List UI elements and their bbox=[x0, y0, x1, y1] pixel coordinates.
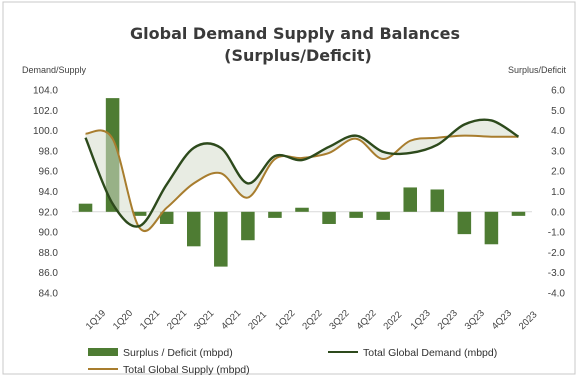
surplus-bar bbox=[430, 189, 445, 212]
y-left-tick-label: 86.0 bbox=[39, 268, 59, 279]
y-left-tick-label: 84.0 bbox=[39, 289, 59, 300]
legend-label-supply: Total Global Supply (mbpd) bbox=[123, 364, 250, 376]
surplus-bar bbox=[457, 211, 472, 235]
surplus-bar bbox=[214, 211, 228, 267]
surplus-bar bbox=[241, 211, 255, 241]
y-left-tick-label: 92.0 bbox=[39, 207, 59, 218]
y-right-tick-label: 0.0 bbox=[551, 207, 565, 218]
demand-line bbox=[84, 118, 520, 228]
surplus-bar bbox=[187, 211, 201, 247]
chart-frame bbox=[2, 1, 576, 375]
legend-label-surplus: Surplus / Deficit (mbpd) bbox=[123, 347, 233, 359]
y-left-tick-label: 90.0 bbox=[39, 228, 59, 239]
y-left-axis-title: Demand/Supply bbox=[22, 65, 87, 75]
surplus-bar bbox=[322, 211, 336, 224]
surplus-bar bbox=[376, 211, 390, 220]
supply-line bbox=[85, 129, 519, 232]
chart-title-line-2: (Surplus/Deficit) bbox=[224, 46, 372, 65]
y-right-tick-label: 6.0 bbox=[551, 86, 565, 97]
y-left-tick-label: 96.0 bbox=[39, 167, 59, 178]
surplus-bar bbox=[78, 203, 93, 212]
surplus-bar bbox=[349, 211, 363, 218]
surplus-bar bbox=[511, 211, 526, 216]
y-right-axis-title: Surplus/Deficit bbox=[508, 65, 567, 75]
y-right-tick-label: -4.0 bbox=[548, 289, 566, 300]
surplus-bar bbox=[159, 211, 174, 224]
surplus-bar bbox=[295, 207, 309, 212]
y-right-tick-label: -3.0 bbox=[548, 268, 566, 279]
y-right-tick-label: 3.0 bbox=[551, 146, 565, 157]
demand-supply-band bbox=[85, 119, 519, 232]
surplus-bars bbox=[78, 98, 526, 267]
surplus-bar bbox=[484, 211, 499, 245]
y-right-tick-label: 1.0 bbox=[551, 187, 565, 198]
legend-swatch-surplus bbox=[88, 348, 118, 356]
y-left-ticks: 84.0 86.0 88.0 90.0 92.0 94.0 96.0 98.0 100.0 102… bbox=[33, 86, 58, 300]
y-left-tick-label: 100.0 bbox=[33, 126, 58, 137]
y-right-ticks: -4.0 -3.0 -2.0 -1.0 0.0 1.0 2.0 3.0 4.0 5.0 6.0 bbox=[548, 86, 566, 300]
y-left-tick-label: 98.0 bbox=[39, 146, 59, 157]
surplus-bar bbox=[403, 187, 417, 212]
chart-title-line-1: Global Demand Supply and Balances bbox=[130, 24, 460, 43]
legend-label-demand: Total Global Demand (mbpd) bbox=[363, 347, 497, 359]
y-right-tick-label: 5.0 bbox=[551, 106, 565, 117]
y-left-tick-label: 102.0 bbox=[33, 106, 58, 117]
y-right-tick-label: -2.0 bbox=[548, 248, 566, 259]
y-left-tick-label: 94.0 bbox=[39, 187, 59, 198]
y-left-tick-label: 88.0 bbox=[39, 248, 59, 259]
y-left-tick-label: 104.0 bbox=[33, 86, 58, 97]
surplus-bar bbox=[132, 211, 147, 216]
legend: Surplus / Deficit (mbpd) Total Global De… bbox=[88, 347, 497, 376]
series-lines bbox=[84, 118, 520, 232]
y-right-tick-label: -1.0 bbox=[548, 228, 566, 239]
y-right-tick-label: 2.0 bbox=[551, 167, 565, 178]
y-right-tick-label: 4.0 bbox=[551, 126, 565, 137]
surplus-bar bbox=[268, 211, 282, 218]
